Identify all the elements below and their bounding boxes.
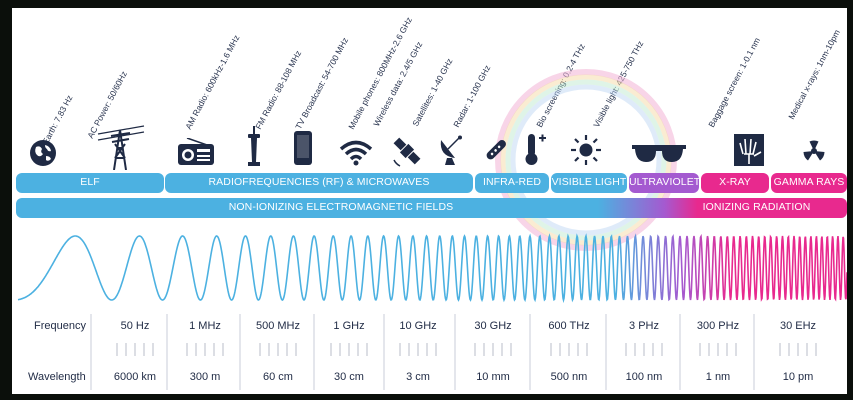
band-elf xyxy=(16,173,164,193)
band-label-visible: VISIBLE LIGHT xyxy=(551,176,627,188)
band-label-uv: ULTRAVIOLET xyxy=(629,176,701,188)
app-label-tv-broadcast: TV Broadcast: 54-700 MHz xyxy=(293,35,351,131)
wifi-icon xyxy=(339,140,373,166)
ir-pointer-icon xyxy=(486,140,506,160)
wavelength-value: 300 m xyxy=(189,371,221,383)
band-gamma xyxy=(771,173,847,193)
frequency-value: 500 MHz xyxy=(255,320,301,332)
frequency-wave xyxy=(17,233,847,304)
sunglasses-icon xyxy=(632,145,686,162)
band-label-gamma: GAMMA RAYS xyxy=(773,176,845,188)
band-label-elf: ELF xyxy=(80,176,100,188)
wavelength-value: 500 nm xyxy=(550,371,588,383)
wavelength-value: 100 nm xyxy=(625,371,663,383)
band-rf xyxy=(165,173,473,193)
frequency-value: 3 PHz xyxy=(629,320,659,332)
band-label-non-ionizing: NON-IONIZING ELECTROMAGNETIC FIELDS xyxy=(228,201,454,213)
frequency-value: 600 THz xyxy=(548,320,590,332)
band-non-ionizing-bg xyxy=(16,198,847,218)
band-label-ir: INFRA-RED xyxy=(482,176,542,188)
wavelength-value: 60 cm xyxy=(263,371,293,383)
frequency-value: 300 PHz xyxy=(696,320,740,332)
wavelength-label: Wavelength xyxy=(28,371,86,383)
radar-dish-icon xyxy=(440,135,462,165)
radiation-icon xyxy=(803,140,825,161)
sun-icon xyxy=(571,135,601,165)
globe-icon xyxy=(30,140,56,166)
app-label-medical-xrays: Medical x-rays: 1nm-10pm xyxy=(786,27,843,121)
frequency-value: 1 MHz xyxy=(189,320,221,332)
band-xray xyxy=(701,173,769,193)
frequency-value: 30 GHz xyxy=(474,320,512,332)
frequency-value: 50 Hz xyxy=(120,320,150,332)
wavelength-value: 30 cm xyxy=(334,371,364,383)
radio-tower-icon xyxy=(248,126,260,166)
band-ir xyxy=(475,173,549,193)
band-visible xyxy=(551,173,627,193)
wavelength-value: 10 mm xyxy=(476,371,510,383)
wavelength-value: 3 cm xyxy=(406,371,430,383)
app-label-bio-screening: Bio screening: 0.2-4 THz xyxy=(534,41,587,130)
app-label-am-radio: AM Radio: 600kHz-1.6 MHz xyxy=(183,33,242,131)
band-label-rf: RADIOFREQUENCIES (RF) & MICROWAVES xyxy=(208,176,430,188)
window-edge xyxy=(847,8,853,394)
app-label-baggage-screen: Baggage screen: 1-0.1 nm xyxy=(706,35,763,129)
radio-icon xyxy=(178,138,214,165)
power-tower-icon xyxy=(97,125,145,170)
wavelength-value: 6000 km xyxy=(113,371,157,383)
band-label-ionizing: IONIZING RADIATION xyxy=(702,201,811,213)
wavelength-value: 10 pm xyxy=(782,371,814,383)
wavelength-value: 1 nm xyxy=(705,371,731,383)
frequency-value: 30 EHz xyxy=(779,320,817,332)
frequency-value: 10 GHz xyxy=(399,320,437,332)
app-label-satellites: Satellites: 1-40 GHz xyxy=(410,56,455,128)
app-label-radar: Radar: 1-100 GHz xyxy=(451,63,493,130)
mobile-phone-icon xyxy=(294,131,312,165)
frequency-label: Frequency xyxy=(34,320,86,332)
em-spectrum-diagram: Earth: 7.83 Hz AC Power: 50/60Hz AM Radi… xyxy=(12,8,847,394)
satellite-icon xyxy=(393,137,421,167)
band-bar xyxy=(16,173,847,218)
app-label-visible-light: Visible light: 425-750 THz xyxy=(591,39,646,129)
band-label-xray: X-RAY xyxy=(719,176,751,188)
band-uv xyxy=(629,173,699,193)
frequency-value: 1 GHz xyxy=(333,320,365,332)
thermometer-icon xyxy=(525,134,546,165)
xray-hand-icon xyxy=(734,134,764,166)
